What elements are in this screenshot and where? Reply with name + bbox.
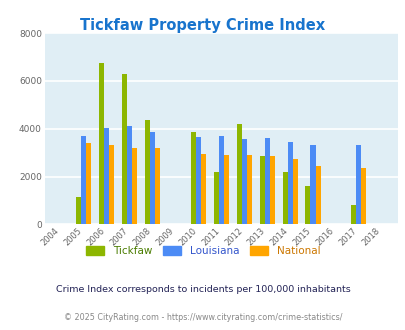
Bar bbox=[264, 138, 269, 224]
Bar bbox=[315, 166, 320, 224]
Bar bbox=[223, 155, 228, 224]
Bar bbox=[86, 143, 91, 224]
Bar bbox=[236, 124, 241, 224]
Bar bbox=[149, 132, 155, 224]
Bar bbox=[292, 159, 297, 224]
Bar bbox=[145, 120, 149, 224]
Bar bbox=[81, 136, 86, 224]
Bar bbox=[218, 136, 223, 224]
Bar bbox=[213, 172, 218, 224]
Bar bbox=[195, 137, 200, 224]
Bar bbox=[190, 132, 195, 224]
Bar bbox=[356, 146, 360, 224]
Bar bbox=[122, 74, 127, 224]
Bar bbox=[104, 127, 109, 224]
Bar bbox=[246, 155, 251, 224]
Bar bbox=[99, 63, 104, 224]
Bar bbox=[287, 142, 292, 224]
Bar bbox=[269, 156, 274, 224]
Bar bbox=[200, 154, 205, 224]
Bar bbox=[127, 126, 132, 224]
Bar bbox=[282, 172, 287, 224]
Bar bbox=[360, 168, 366, 224]
Bar bbox=[76, 197, 81, 224]
Bar bbox=[305, 186, 310, 224]
Bar bbox=[109, 146, 114, 224]
Text: Crime Index corresponds to incidents per 100,000 inhabitants: Crime Index corresponds to incidents per… bbox=[55, 285, 350, 294]
Bar bbox=[310, 146, 315, 224]
Bar bbox=[132, 148, 137, 224]
Text: © 2025 CityRating.com - https://www.cityrating.com/crime-statistics/: © 2025 CityRating.com - https://www.city… bbox=[64, 313, 341, 322]
Bar bbox=[350, 205, 356, 224]
Bar bbox=[241, 140, 246, 224]
Legend: Tickfaw, Louisiana, National: Tickfaw, Louisiana, National bbox=[81, 242, 324, 260]
Text: Tickfaw Property Crime Index: Tickfaw Property Crime Index bbox=[80, 18, 325, 33]
Bar bbox=[259, 156, 264, 224]
Bar bbox=[155, 148, 160, 224]
